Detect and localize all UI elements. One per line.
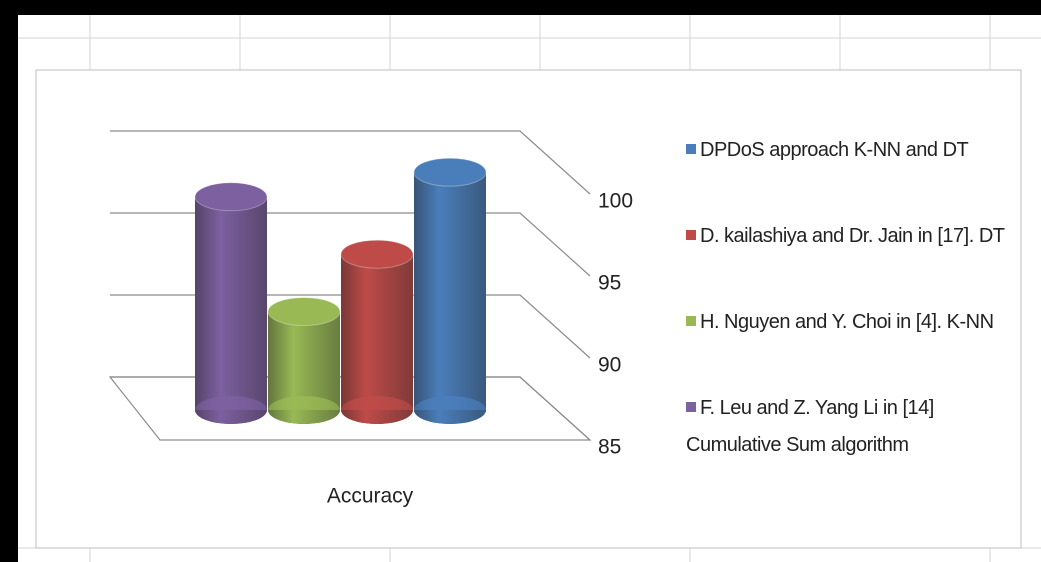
- legend-swatch: [686, 315, 696, 326]
- grid-line: [110, 130, 591, 195]
- legend-swatch: [686, 401, 696, 412]
- bar-top: [267, 297, 341, 327]
- bar-top: [340, 239, 414, 269]
- x-tick-label: Accuracy: [327, 485, 414, 508]
- legend-entry: D. kailashiya and Dr. Jain in [17]. DT: [686, 218, 1021, 255]
- bar: [414, 172, 486, 410]
- y-tick-label: 90: [598, 354, 621, 377]
- y-tick-label: 100: [598, 190, 633, 213]
- legend-entry: H. Nguyen and Y. Choi in [4]. K-NN: [686, 304, 1021, 341]
- y-tick-label: 95: [598, 272, 621, 295]
- legend-label: DPDoS approach K-NN and DT: [700, 139, 969, 161]
- bar: [268, 311, 340, 410]
- bar-top: [413, 157, 487, 187]
- legend-label: F. Leu and Z. Yang Li in [14] Cumulative…: [686, 397, 934, 456]
- bar-top: [194, 182, 268, 212]
- legend-swatch: [686, 229, 696, 240]
- legend-label: H. Nguyen and Y. Choi in [4]. K-NN: [700, 311, 994, 333]
- bar: [341, 254, 413, 410]
- legend-label: D. kailashiya and Dr. Jain in [17]. DT: [700, 225, 1005, 247]
- frame-left: [0, 0, 18, 562]
- bar: [195, 196, 267, 410]
- legend-entry: DPDoS approach K-NN and DT: [686, 132, 1021, 169]
- frame-top: [0, 0, 1041, 15]
- y-tick-label: 85: [598, 436, 621, 459]
- legend-entry: F. Leu and Z. Yang Li in [14] Cumulative…: [686, 390, 1021, 464]
- legend-swatch: [686, 143, 696, 154]
